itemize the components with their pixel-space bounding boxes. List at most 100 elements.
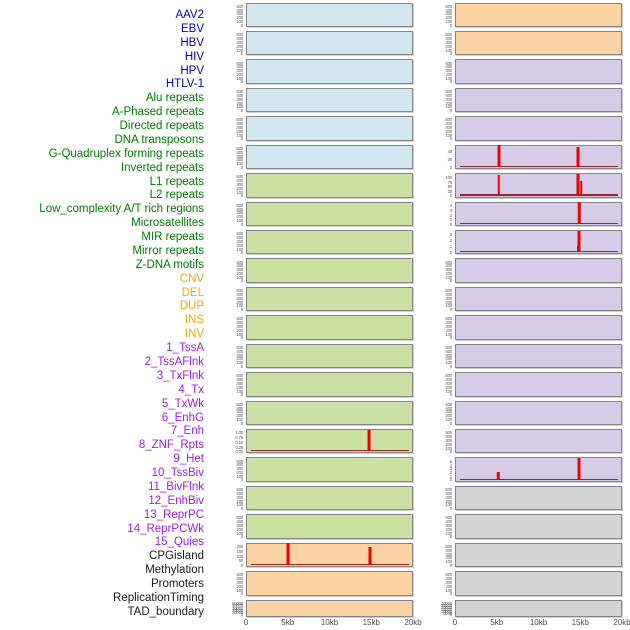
y-tick-label: 3	[449, 231, 452, 237]
y-axis-ticks: 40 20 0	[434, 145, 454, 170]
y-axis-ticks: 500 400 300 200 100 0	[225, 88, 245, 112]
x-axis-right: 0 5kb 10kb 15kb 20kb	[452, 618, 630, 628]
y-tick-label: 0	[449, 50, 452, 56]
signal-spike	[577, 458, 581, 480]
feature-label-hbv: HBV	[180, 36, 204, 49]
y-tick-label: 100	[445, 530, 452, 536]
panel-plot-area	[246, 30, 413, 56]
y-tick-label: 50	[447, 184, 453, 190]
y-axis-ticks: 500 400 300 200 100 0	[434, 59, 454, 84]
y-tick-label: 500	[236, 231, 243, 237]
y-tick-label: 500	[236, 288, 243, 294]
feature-label-3-txflnk: 3_TxFlnk	[156, 369, 204, 382]
y-tick-label: 300	[445, 551, 452, 557]
y-tick-label: 200	[236, 544, 243, 550]
y-tick-label: 0	[449, 221, 452, 227]
y-tick-label: 0	[449, 335, 452, 341]
panel-plot-area	[455, 542, 622, 568]
y-tick-label: 500	[236, 145, 243, 151]
panel-inv: 500 400 300 200 100 0	[434, 30, 622, 56]
y-tick-label: 0.50	[235, 439, 243, 445]
y-tick-label: 0	[240, 392, 243, 398]
y-axis-ticks: 50000 40000 30000 20000 10000 0	[225, 600, 245, 618]
y-tick-label: 0	[240, 591, 243, 597]
panel-plot-area	[246, 258, 413, 283]
y-tick-label: 400	[236, 576, 243, 582]
signal-spike	[576, 173, 580, 196]
y-tick-label: 500	[236, 458, 243, 464]
panel-2-tssaflnk: 500 400 300 200 100 0	[434, 87, 622, 112]
y-tick-label: 100	[236, 502, 243, 508]
y-tick-label: 100	[445, 417, 452, 423]
y-tick-label: 0	[240, 79, 243, 85]
y-tick-label: 400	[236, 490, 243, 496]
panel-hpv: 500 400 300 200 100 0	[225, 116, 413, 141]
y-tick-label: 300	[236, 466, 243, 472]
signal-spike	[580, 180, 582, 196]
y-tick-label: 300	[236, 210, 243, 216]
panel-l2-repeats: 500 400 300 200 100 0	[225, 372, 413, 397]
y-tick-label: 400	[236, 7, 243, 13]
y-tick-label: 500	[236, 515, 243, 521]
y-tick-label: 20000	[441, 604, 452, 610]
y-tick-label: 300	[236, 238, 243, 244]
panel-plot-area	[455, 315, 622, 340]
panel-3-txflnk: 500 400 300 200 100 0	[434, 116, 622, 141]
y-tick-label: 400	[236, 36, 243, 42]
panel-ebv: 500 400 300 200 100 0	[225, 30, 413, 56]
panel-plot-area	[246, 173, 413, 198]
y-axis-ticks: 500 400 300 200 100 0	[434, 372, 454, 397]
y-tick-label: 0	[449, 193, 452, 199]
y-tick-label: 100	[445, 331, 452, 337]
panel-dup: 50000 40000 30000 20000 10000 0	[225, 599, 413, 618]
y-axis-ticks: 500 400 300 200 100 0	[434, 116, 454, 141]
feature-label-6-enhg: 6_EnhG	[161, 411, 204, 424]
y-tick-label: 300	[445, 324, 452, 330]
y-tick-label: 300	[236, 125, 243, 131]
y-tick-label: 100	[445, 47, 452, 53]
y-tick-label: 0	[240, 249, 243, 255]
y-tick-label: 300	[445, 352, 452, 358]
y-axis-ticks: 500 400 300 200 100 0	[434, 287, 454, 311]
panel-plot-area	[246, 514, 413, 539]
panel-plot-area	[246, 485, 413, 511]
panel-plot-area	[246, 315, 413, 340]
feature-label-8-znf-rpts: 8_ZNF_Rpts	[138, 439, 204, 452]
y-tick-label: 0.00	[235, 448, 243, 454]
y-tick-label: 300	[236, 11, 243, 17]
x-tick-label: 15kb	[571, 618, 589, 627]
y-tick-label: 100	[236, 360, 243, 366]
y-tick-label: 400	[445, 121, 452, 127]
x-tick-label: 0	[452, 618, 458, 627]
y-tick-label: 75	[447, 179, 453, 185]
y-tick-label: 400	[445, 92, 452, 98]
y-tick-label: 0	[449, 448, 452, 454]
y-tick-label: 0	[240, 221, 243, 227]
y-axis-ticks: 500 400 300 200 100 0	[225, 344, 245, 369]
panel-plot-area	[455, 571, 622, 596]
y-axis-ticks: 500 400 300 200 100 0	[434, 315, 454, 340]
y-tick-label: 500	[236, 202, 243, 208]
panel-directed-repeats: 500 400 300 200 100 0	[225, 229, 413, 255]
y-tick-label: 500	[445, 60, 452, 66]
y-tick-label: 200	[445, 299, 452, 305]
y-tick-label: 0	[449, 392, 452, 398]
panel-plot-area	[246, 87, 413, 113]
y-tick-label: 100	[445, 445, 452, 451]
y-tick-label: 0	[240, 363, 243, 369]
panel-methylation: 500 400 300 200 100 0	[434, 514, 622, 539]
y-tick-label: 100	[236, 132, 243, 138]
feature-label-alu-repeats: Alu repeats	[145, 92, 204, 105]
panel-plot-area	[246, 571, 413, 596]
y-tick-label: 400	[236, 405, 243, 411]
y-tick-label: 100	[445, 175, 452, 181]
panel-a-phased-repeats: 500 400 300 200 100 0	[225, 201, 413, 227]
y-axis-ticks: 30000 25000 20000 15000 10000 5000 0	[434, 600, 454, 616]
y-tick-label: 100	[236, 218, 243, 224]
y-tick-label: 0	[240, 612, 243, 618]
y-tick-label: 400	[445, 547, 452, 553]
y-tick-label: 100	[445, 587, 452, 593]
y-tick-label: 0	[449, 477, 452, 483]
